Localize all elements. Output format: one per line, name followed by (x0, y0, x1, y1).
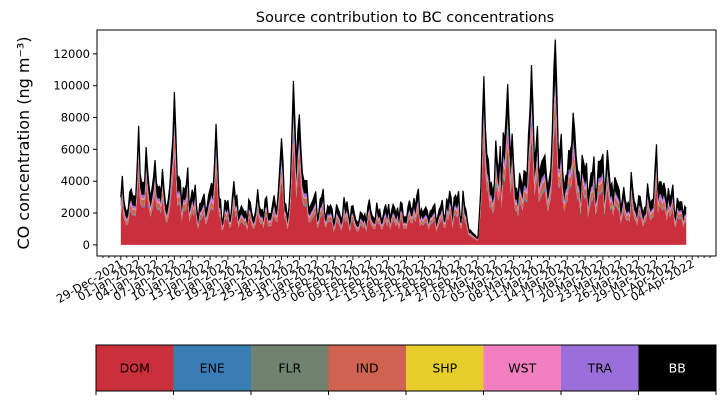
total-line (120, 39, 687, 239)
legend-label-ind: IND (356, 361, 379, 376)
legend-label-shp: SHP (432, 361, 457, 376)
legend-swatch-wst (483, 345, 561, 391)
area-dom (120, 121, 687, 245)
legend-label-bb: BB (669, 361, 686, 376)
legend-label-ene: ENE (200, 361, 225, 376)
y-tick-label: 6000 (61, 142, 90, 156)
legend: DOM ENE FLR IND SHP WST TRA BB (95, 344, 717, 395)
axes: 02000400060008000100001200029-Dec-202101… (53, 29, 717, 306)
legend-swatch-dom (96, 345, 174, 391)
legend-swatch-ind (328, 345, 406, 391)
y-tick-label: 8000 (61, 111, 90, 125)
legend-swatch-bb (638, 345, 716, 391)
legend-label-flr: FLR (278, 361, 301, 376)
y-tick-label: 2000 (61, 206, 90, 220)
chart-title: Source contribution to BC concentrations (256, 10, 554, 26)
legend-label-wst: WST (508, 361, 536, 376)
legend-swatch-flr (251, 345, 329, 391)
plot-area (120, 39, 687, 245)
y-tick-label: 10000 (53, 79, 90, 93)
y-tick-label: 4000 (61, 174, 90, 188)
legend-swatch-shp (406, 345, 484, 391)
legend-swatch-ene (173, 345, 251, 391)
legend-label-dom: DOM (120, 361, 150, 376)
y-tick-label: 12000 (53, 47, 90, 61)
y-axis-label: CO concentration (ng m⁻³) (14, 36, 33, 249)
legend-label-tra: TRA (587, 361, 613, 376)
y-tick-label: 0 (83, 238, 90, 252)
legend-swatch-tra (561, 345, 639, 391)
